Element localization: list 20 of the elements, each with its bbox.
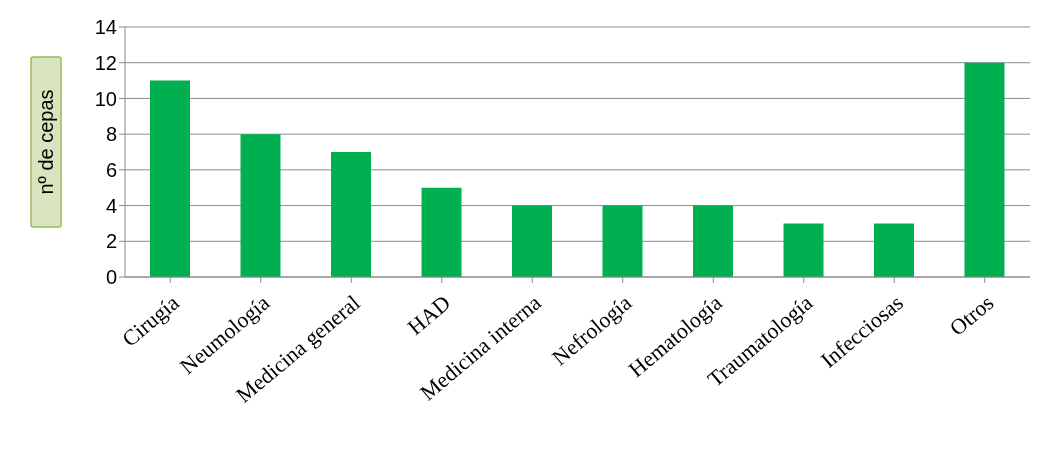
x-tick-label: Otros xyxy=(944,289,999,341)
y-tick-label: 8 xyxy=(105,123,117,146)
y-tick-label: 14 xyxy=(94,16,117,39)
bar xyxy=(874,223,914,277)
y-tick-label: 0 xyxy=(105,266,117,289)
bar xyxy=(783,223,824,277)
y-tick-label: 6 xyxy=(105,158,117,181)
bar xyxy=(421,187,462,277)
y-axis-title: nº de cepas xyxy=(35,89,57,195)
bar xyxy=(150,80,190,277)
bar xyxy=(240,134,281,277)
y-tick-label: 12 xyxy=(94,51,117,74)
bar xyxy=(693,205,733,277)
bar xyxy=(512,205,552,277)
y-tick-label: 4 xyxy=(105,194,117,217)
bar xyxy=(602,205,643,277)
y-tick-label: 2 xyxy=(105,230,117,253)
bar xyxy=(331,152,371,277)
bar xyxy=(964,62,1005,277)
y-tick-label: 10 xyxy=(94,87,117,110)
